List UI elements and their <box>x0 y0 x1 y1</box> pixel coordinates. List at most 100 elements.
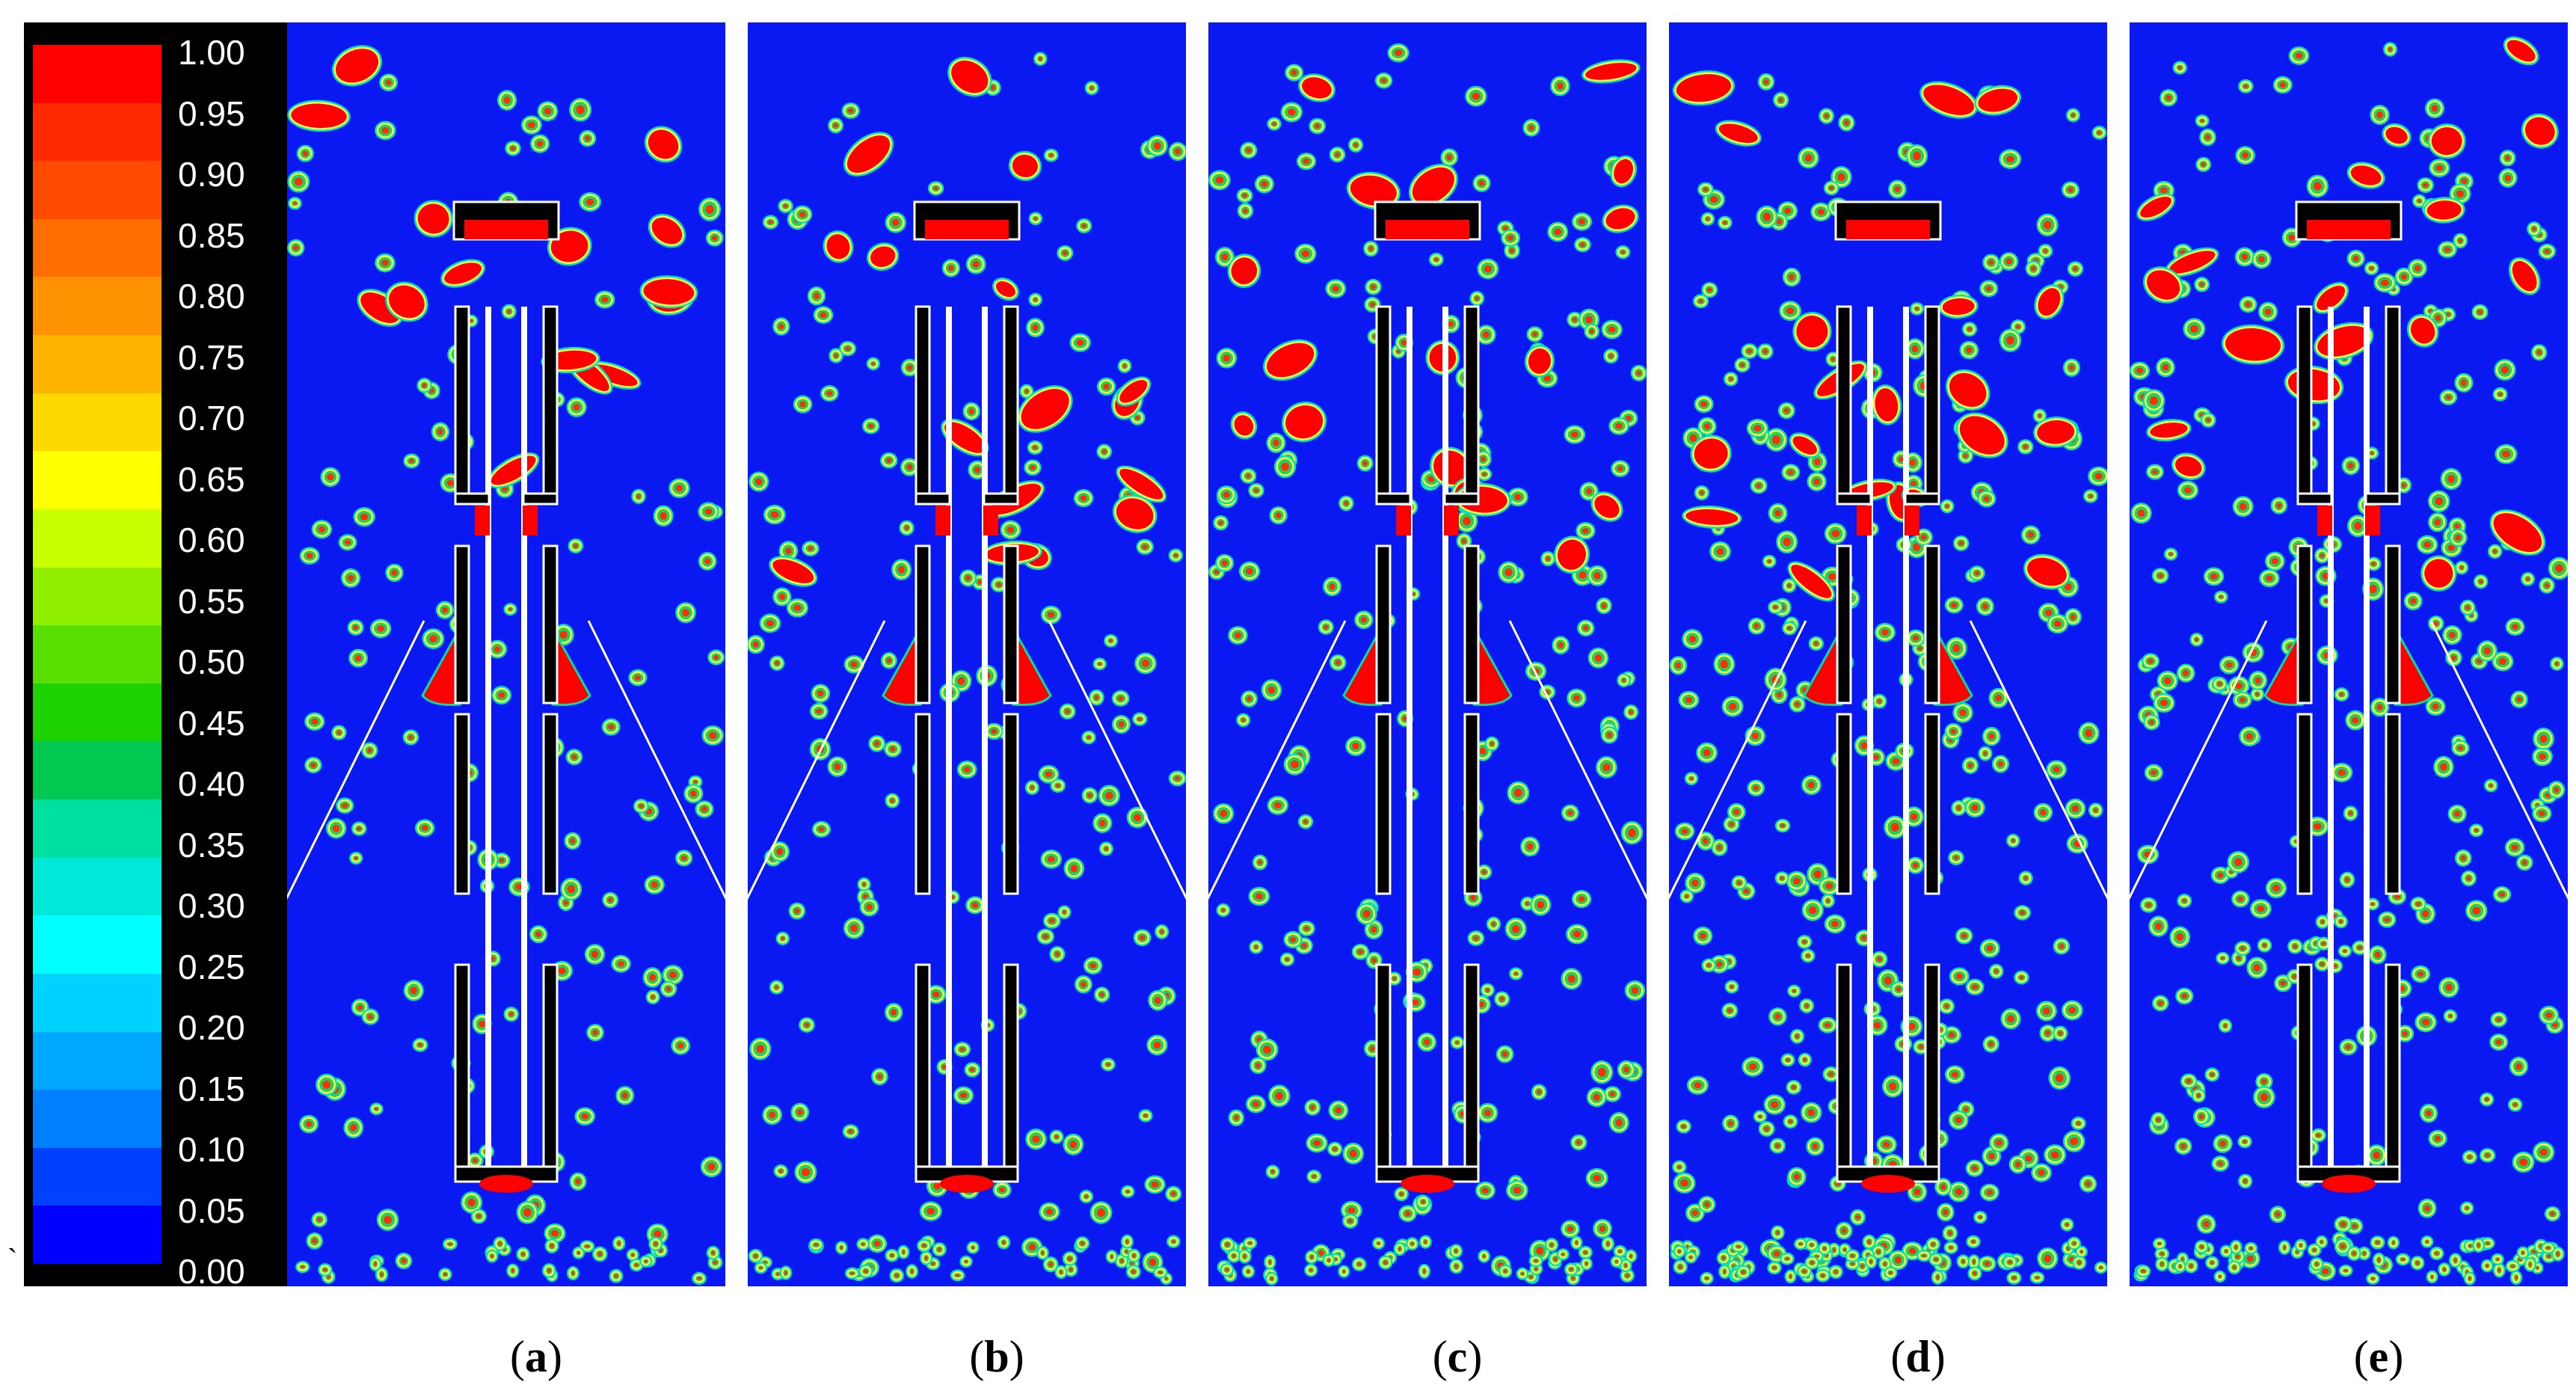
droplet <box>1352 1257 1367 1271</box>
bracket-right <box>1904 492 1940 506</box>
droplet <box>1267 117 1282 131</box>
droplet <box>2075 1245 2088 1258</box>
droplet <box>2155 1256 2169 1271</box>
droplet <box>1806 1137 1825 1156</box>
droplet <box>1484 736 1499 752</box>
droplet <box>1280 102 1303 123</box>
droplet <box>1083 957 1103 975</box>
droplet <box>941 259 960 277</box>
droplet <box>956 760 977 779</box>
droplet <box>820 385 839 402</box>
droplet <box>1724 372 1739 387</box>
droplet <box>1824 914 1846 934</box>
droplet <box>1697 182 1714 197</box>
droplet <box>1274 455 1297 479</box>
droplet <box>1096 377 1116 396</box>
droplet <box>2278 1240 2291 1255</box>
contour-panel-c <box>1208 22 1647 1286</box>
droplet <box>642 967 663 988</box>
droplet <box>1603 1086 1621 1102</box>
panel-caption-c: (c) <box>1383 1333 1532 1381</box>
droplet <box>2465 900 2488 922</box>
droplet <box>2157 670 2178 691</box>
droplet <box>1864 1254 1878 1269</box>
electrode-seg-left-1 <box>2296 305 2313 495</box>
droplet <box>2504 838 2525 857</box>
droplet <box>1496 1045 1514 1063</box>
droplet <box>1531 1084 1547 1100</box>
droplet <box>812 820 831 838</box>
droplet <box>2516 1246 2530 1259</box>
droplet <box>1475 1181 1496 1200</box>
red-wedge-right <box>1012 624 1052 706</box>
droplet <box>1449 1244 1463 1259</box>
legend-tick-label: 0.55 <box>178 581 245 621</box>
droplet <box>932 1242 947 1257</box>
droplet <box>1875 622 1896 642</box>
bubble <box>2146 419 2192 442</box>
droplet <box>2250 687 2265 701</box>
droplet <box>1318 619 1334 635</box>
panel-caption-b: (b) <box>922 1333 1072 1381</box>
droplet <box>2014 970 2029 985</box>
droplet <box>2047 613 2069 634</box>
droplet <box>1786 871 1807 891</box>
droplet <box>2512 1151 2535 1173</box>
droplet <box>2233 691 2252 709</box>
electrode-seg-right-1 <box>542 305 559 495</box>
droplet <box>1552 636 1570 654</box>
bubble <box>1430 446 1472 488</box>
droplet <box>1039 1202 1060 1221</box>
droplet <box>2265 551 2285 571</box>
droplet <box>414 819 435 837</box>
droplet <box>749 1037 772 1060</box>
droplet <box>1596 597 1612 614</box>
electrode-seg-left-4 <box>1375 963 1392 1183</box>
droplet <box>1228 1109 1244 1126</box>
droplet <box>1084 81 1099 96</box>
bubble <box>1590 491 1623 522</box>
droplet <box>2048 1066 2071 1090</box>
droplet <box>1480 983 1495 998</box>
droplet <box>488 639 508 659</box>
bubble <box>2165 247 2219 277</box>
droplet <box>997 1235 1011 1250</box>
droplet <box>2037 1247 2059 1270</box>
droplet <box>917 1238 932 1253</box>
droplet <box>1756 205 1778 229</box>
droplet <box>2417 1198 2437 1218</box>
bottom-drop <box>1861 1175 1915 1193</box>
panel-caption-d: (d) <box>1843 1333 1993 1381</box>
droplet <box>701 725 724 746</box>
droplet <box>491 686 512 704</box>
droplet <box>1057 905 1072 919</box>
electrode-seg-left-3 <box>1375 713 1392 895</box>
droplet <box>1024 459 1042 476</box>
caption-open-paren: ( <box>510 1332 525 1381</box>
droplet <box>1226 1249 1241 1263</box>
droplet <box>829 348 843 363</box>
droplet <box>1165 1185 1182 1202</box>
droplet <box>1610 1255 1623 1268</box>
droplet <box>304 757 322 774</box>
electrode-seg-left-2 <box>2296 544 2313 704</box>
droplet <box>1477 258 1499 280</box>
droplet <box>950 1269 965 1282</box>
bubble <box>1554 535 1590 574</box>
legend-swatch <box>33 335 162 394</box>
droplet <box>1942 1225 1958 1241</box>
droplet <box>2417 177 2434 193</box>
droplet <box>343 1117 364 1138</box>
droplet <box>867 1234 888 1253</box>
bubble <box>414 200 453 238</box>
droplet <box>2314 957 2330 971</box>
droplet <box>1798 147 1819 169</box>
red-wedge-left <box>1803 624 1843 706</box>
droplet <box>2330 762 2353 783</box>
droplet <box>1674 822 1695 841</box>
droplet <box>1155 924 1169 939</box>
bubble <box>1227 254 1261 289</box>
droplet <box>1758 1120 1775 1137</box>
droplet <box>1948 850 1964 865</box>
droplet <box>1910 302 1924 316</box>
